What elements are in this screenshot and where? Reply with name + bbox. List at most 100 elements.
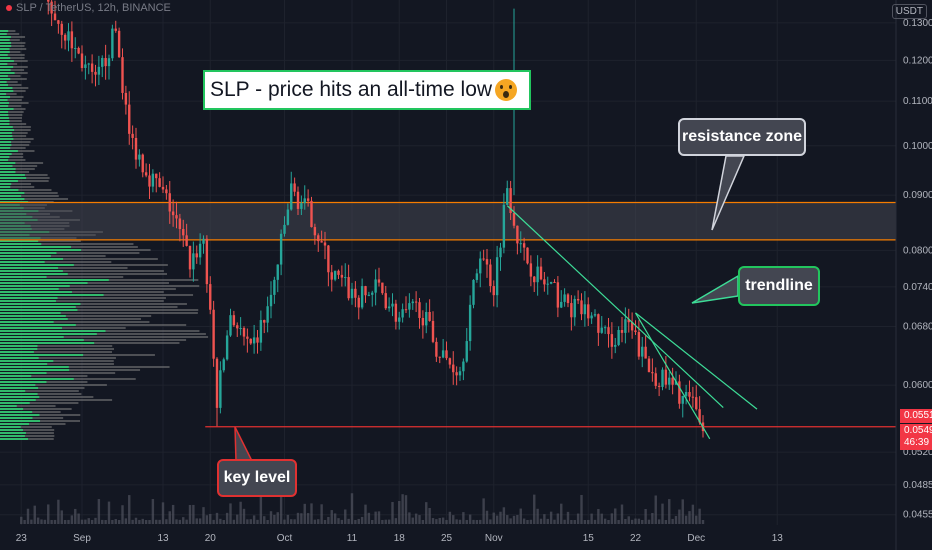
profile-bar-up [0, 81, 7, 83]
trendline-callout[interactable]: trendline [738, 266, 820, 306]
profile-bar-up [0, 267, 59, 269]
candle-body [327, 245, 330, 273]
volume-bar [377, 511, 381, 524]
profile-bar-up [0, 108, 14, 110]
volume-bar [570, 519, 573, 524]
candle-body [252, 337, 256, 344]
volume-bar [269, 511, 273, 524]
candle-body [67, 31, 70, 41]
profile-bar-up [0, 36, 11, 38]
volume-bar [482, 498, 485, 524]
profile-bar-total [0, 267, 128, 269]
profile-bar-total [0, 105, 22, 107]
profile-bar-up [0, 432, 26, 434]
profile-bar-total [0, 192, 58, 194]
candle-body [124, 92, 128, 105]
profile-bar-up [0, 60, 14, 62]
resistance-zone-callout[interactable]: resistance zone [678, 118, 806, 156]
profile-bar-up [0, 306, 76, 308]
candle-body [506, 188, 509, 205]
currency-button[interactable]: USDT [891, 4, 927, 19]
profile-bar-up [0, 90, 14, 92]
candle-body [246, 336, 249, 339]
candle-body [236, 325, 239, 329]
volume-bar [36, 517, 40, 524]
profile-bar-total [0, 45, 25, 47]
profile-bar-total [0, 285, 200, 287]
candle-body [668, 377, 671, 385]
profile-bar-total [0, 384, 107, 386]
volume-bar [610, 513, 614, 524]
volume-bar [94, 517, 97, 524]
candle-body [404, 309, 408, 311]
candle-body [300, 203, 303, 209]
volume-bar [266, 519, 269, 524]
volume-bar [84, 519, 87, 524]
candle-body [398, 317, 401, 322]
profile-bar-up [0, 177, 27, 179]
candle-body [313, 227, 317, 236]
price-tick-label: 0.0800 [903, 245, 932, 256]
profile-bar-total [0, 156, 24, 158]
resistance-zone[interactable] [0, 201, 896, 241]
candle-body [384, 293, 387, 309]
trendline[interactable] [506, 205, 724, 408]
candle-body [182, 228, 185, 236]
volume-bar [107, 501, 111, 524]
profile-bar-total [0, 48, 27, 50]
profile-bar-total [0, 327, 126, 329]
profile-bar-total [0, 39, 20, 41]
volume-bar [411, 517, 414, 524]
candle-body [576, 298, 580, 301]
key-level-callout[interactable]: key level [217, 459, 297, 497]
trendline[interactable] [634, 312, 711, 440]
candle-body [256, 337, 259, 343]
profile-bar-total [0, 42, 26, 44]
price-axis[interactable]: 0.1300 0.1200 0.1100 0.1000 0.0900 0.0800 0.07… [895, 0, 932, 550]
volume-bar [509, 518, 512, 524]
candle-body [526, 247, 529, 264]
candle-body [452, 364, 455, 373]
volume-bar [647, 519, 651, 524]
profile-bar-up [0, 261, 45, 263]
profile-bar-up [0, 30, 9, 32]
volume-bar [688, 511, 691, 524]
candle-body [522, 243, 526, 248]
symbol-info[interactable]: SLP / TetherUS, 12h, BINANCE [6, 2, 171, 14]
volume-bar [178, 519, 182, 524]
volume-bar [303, 503, 306, 524]
profile-bar-up [0, 153, 12, 155]
profile-bar-total [0, 351, 112, 353]
candle-body [107, 58, 111, 67]
profile-bar-total [0, 123, 27, 125]
profile-bar-up [0, 360, 54, 362]
candle-body [425, 311, 428, 326]
profile-bar-up [0, 192, 25, 194]
profile-bar-total [0, 198, 69, 200]
trendline-extension[interactable] [635, 312, 758, 410]
profile-bar-up [0, 165, 13, 167]
profile-bar-up [0, 171, 16, 173]
profile-bar-total [0, 117, 22, 119]
profile-bar-total [0, 186, 35, 188]
drawing-lines[interactable] [205, 155, 896, 462]
profile-bar-total [0, 396, 94, 398]
candle-body [340, 274, 344, 278]
profile-bar-total [0, 69, 25, 71]
volume-bar [458, 519, 462, 524]
volume-bar [121, 505, 124, 524]
time-axis[interactable]: 23 Sep 13 20 Oct 11 18 25 Nov 15 22 Dec 13 [16, 533, 784, 544]
profile-bar-up [0, 351, 34, 353]
candle-body [320, 241, 323, 243]
candle-body [333, 270, 337, 280]
volume-bar [418, 515, 421, 524]
profile-bar-up [0, 195, 22, 197]
candle-body [428, 311, 431, 321]
title-annotation[interactable]: SLP - price hits an all-time low [203, 70, 531, 110]
price-tick-label: 0.1100 [903, 96, 932, 107]
volume-bar [387, 519, 391, 524]
volume-bar [310, 503, 313, 524]
profile-bar-total [0, 363, 114, 365]
volume-bar [323, 519, 327, 524]
